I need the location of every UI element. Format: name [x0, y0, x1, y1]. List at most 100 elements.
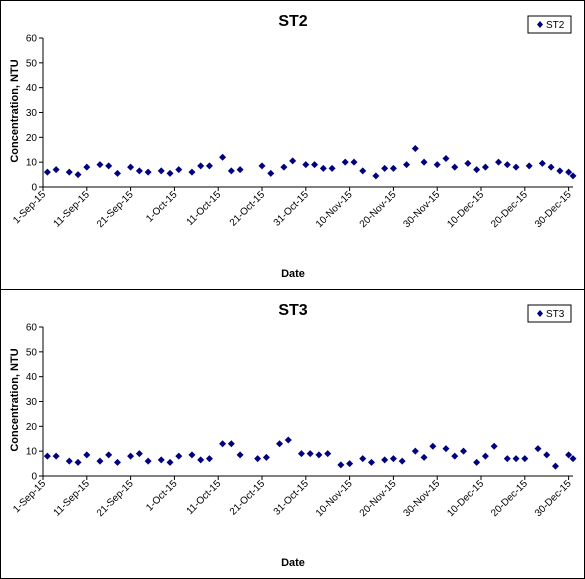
- legend: ST2: [527, 15, 572, 34]
- legend-label: ST3: [546, 309, 565, 320]
- data-point: [442, 154, 450, 162]
- x-tick-label: 30-Dec-15: [533, 189, 574, 230]
- data-point: [337, 461, 345, 469]
- y-tick-label: 10: [26, 158, 38, 169]
- data-point: [166, 458, 174, 466]
- data-point: [127, 452, 135, 460]
- y-tick-label: 20: [26, 133, 38, 144]
- x-tick-label: 1-Sep-15: [11, 189, 48, 226]
- data-point: [175, 452, 183, 460]
- x-tick-label: 30-Dec-15: [533, 478, 574, 519]
- y-tick-label: 0: [31, 472, 37, 483]
- y-tick-label: 40: [26, 83, 38, 94]
- data-point: [135, 167, 143, 175]
- data-point: [411, 447, 419, 455]
- x-tick-label: 31-Oct-15: [272, 478, 312, 518]
- y-tick-label: 30: [26, 397, 38, 408]
- x-tick-label: 10-Dec-15: [445, 189, 486, 230]
- data-point: [512, 163, 520, 171]
- data-point: [219, 440, 227, 448]
- data-point: [74, 458, 82, 466]
- data-point: [254, 455, 262, 463]
- data-point: [227, 440, 235, 448]
- legend-label: ST2: [546, 20, 565, 31]
- data-point: [389, 455, 397, 463]
- data-point: [372, 172, 380, 180]
- data-point: [451, 452, 459, 460]
- y-tick-label: 60: [26, 323, 38, 334]
- data-point: [52, 166, 60, 174]
- data-point: [135, 450, 143, 458]
- data-point: [556, 167, 564, 175]
- chart-panel-st2: ST2 Concentration, NTU Date ST2 0 10 20 30 4…: [0, 0, 585, 290]
- data-point: [219, 153, 227, 161]
- data-point: [551, 462, 559, 470]
- data-point: [284, 436, 292, 444]
- chart-title: ST2: [278, 13, 307, 30]
- y-tick-label: 0: [31, 183, 37, 194]
- y-axis-title: Concentration, NTU: [9, 348, 21, 451]
- x-tick-label: 11-Oct-15: [185, 478, 224, 517]
- data-point: [381, 456, 389, 464]
- data-point: [429, 442, 437, 450]
- data-point: [113, 458, 121, 466]
- data-point: [43, 168, 51, 176]
- data-point: [359, 455, 367, 463]
- x-tick-label: 11-Oct-15: [185, 189, 224, 228]
- y-tick-label: 10: [26, 447, 38, 458]
- x-tick-label: 1-Sep-15: [11, 478, 48, 515]
- data-point: [306, 450, 314, 458]
- y-tick-label: 20: [26, 422, 38, 433]
- data-point: [227, 167, 235, 175]
- x-tick-label: 20-Nov-15: [358, 478, 399, 519]
- data-point: [346, 460, 354, 468]
- y-tick-label: 40: [26, 372, 38, 383]
- data-point: [538, 159, 546, 167]
- data-point: [262, 453, 270, 461]
- legend-marker-icon: [537, 310, 543, 317]
- data-point: [398, 457, 406, 465]
- data-point: [144, 168, 152, 176]
- data-point: [113, 169, 121, 177]
- x-tick-label: 20-Dec-15: [489, 478, 530, 519]
- data-point: [381, 164, 389, 172]
- x-tick-label: 20-Nov-15: [358, 189, 399, 230]
- data-point: [464, 159, 472, 167]
- x-tick-label: 11-Sep-15: [52, 478, 93, 519]
- y-tick-label: 50: [26, 347, 38, 358]
- data-point: [65, 457, 73, 465]
- data-point: [473, 166, 481, 174]
- data-point: [328, 164, 336, 172]
- data-point: [197, 456, 205, 464]
- data-point: [74, 171, 82, 179]
- x-tick-label: 30-Nov-15: [402, 478, 443, 519]
- data-point: [521, 455, 529, 463]
- data-point: [188, 168, 196, 176]
- data-point: [324, 450, 332, 458]
- data-point: [96, 161, 104, 169]
- data-point: [302, 161, 310, 169]
- x-tick-label: 30-Nov-15: [402, 189, 443, 230]
- chart-panel-st3: ST3 Concentration, NTU Date ST3 0 10 20 30 4…: [0, 289, 585, 579]
- data-point: [495, 158, 503, 166]
- data-point: [197, 162, 205, 170]
- data-point: [319, 164, 327, 172]
- data-point: [297, 450, 305, 458]
- chart-st2: ST2 Concentration, NTU Date ST2 0 10 20 30 4…: [9, 13, 577, 280]
- data-point: [565, 451, 573, 459]
- data-point: [543, 451, 551, 459]
- data-point: [442, 445, 450, 453]
- data-point: [368, 458, 376, 466]
- data-point: [315, 451, 323, 459]
- data-point: [490, 442, 498, 450]
- data-point: [341, 158, 349, 166]
- data-point: [52, 452, 60, 460]
- x-tick-label: 10-Nov-15: [314, 189, 355, 230]
- y-axis-title: Concentration, NTU: [9, 59, 21, 162]
- data-point: [411, 145, 419, 153]
- legend-box: [527, 15, 572, 34]
- data-point: [481, 452, 489, 460]
- data-point: [205, 162, 213, 170]
- x-tick-label: 10-Nov-15: [314, 478, 355, 519]
- data-point: [157, 167, 165, 175]
